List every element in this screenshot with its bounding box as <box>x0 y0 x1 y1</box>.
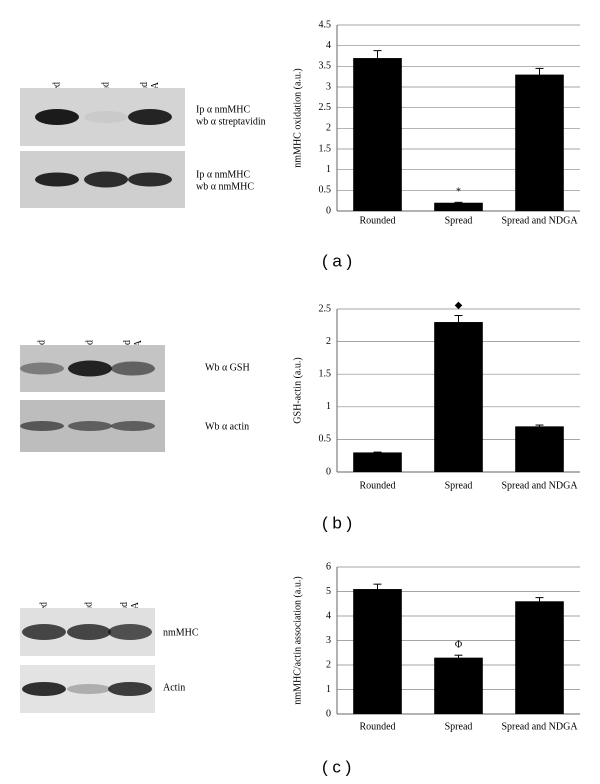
y-tick-label: 0 <box>326 466 331 477</box>
panel-label: ( c ) <box>322 757 351 776</box>
blot-band <box>22 682 66 696</box>
y-tick-label: 0.5 <box>319 434 332 445</box>
bar <box>353 452 402 472</box>
blot-band <box>22 624 66 640</box>
blot-band <box>108 682 152 696</box>
blot-band <box>108 624 152 640</box>
blot-band <box>35 172 79 187</box>
blot-band <box>20 421 64 431</box>
error-bar <box>454 201 463 204</box>
blot-band <box>68 421 112 431</box>
bar <box>515 601 564 714</box>
y-tick-label: 2 <box>326 336 331 347</box>
bar <box>434 202 483 211</box>
y-tick-label: 2 <box>326 123 331 134</box>
blot-band <box>111 421 155 431</box>
x-tick-label: Rounded <box>359 215 395 226</box>
panel-label: ( a ) <box>322 251 352 270</box>
error-bar <box>535 597 544 605</box>
error-bar <box>373 50 382 66</box>
y-tick-label: 5 <box>326 586 331 597</box>
y-tick-label: 1 <box>326 164 331 175</box>
x-tick-label: Rounded <box>359 480 395 491</box>
error-bar <box>373 583 382 594</box>
x-tick-label: Spread <box>445 721 473 732</box>
error-bar <box>535 424 544 428</box>
blot-band <box>67 684 111 694</box>
blot-label: Ip α nmMHC <box>196 104 250 115</box>
x-tick-label: Spread and NDGA <box>501 480 578 491</box>
y-tick-label: 6 <box>326 561 331 572</box>
blot-band <box>20 362 64 375</box>
blot-label: nmMHC <box>163 627 199 638</box>
annotation: Φ <box>455 639 462 650</box>
blot-label: Wb α actin <box>205 421 249 432</box>
x-tick-label: Spread <box>445 215 473 226</box>
y-tick-label: 2 <box>326 659 331 670</box>
bar <box>434 657 483 714</box>
y-tick-label: 1 <box>326 401 331 412</box>
y-tick-label: 2.5 <box>319 102 332 113</box>
y-tick-label: 3 <box>326 635 331 646</box>
y-tick-label: 4 <box>326 610 331 621</box>
error-bar <box>535 67 544 81</box>
annotation: ◆ <box>455 300 463 311</box>
y-tick-label: 0 <box>326 205 331 216</box>
annotation: * <box>456 187 461 198</box>
error-bar <box>454 315 463 329</box>
blot-label: wb α nmMHC <box>196 181 254 192</box>
y-tick-label: 0.5 <box>319 185 332 196</box>
blot-band <box>128 109 172 125</box>
y-axis-label: GSH-actin (a.u.) <box>292 357 303 423</box>
y-tick-label: 3.5 <box>319 61 332 72</box>
x-tick-label: Spread and NDGA <box>501 215 578 226</box>
bar <box>515 74 564 211</box>
blot-label: Ip α nmMHC <box>196 169 250 180</box>
error-bar <box>373 451 382 453</box>
x-tick-label: Rounded <box>359 721 395 732</box>
y-tick-label: 4 <box>326 40 331 51</box>
panel-label: ( b ) <box>322 513 352 532</box>
y-axis-label: nmMHC oxidation (a.u.) <box>292 68 303 167</box>
blot-band <box>128 172 172 187</box>
error-bar <box>454 654 463 661</box>
blot-band <box>84 111 128 123</box>
blot-band <box>67 624 111 640</box>
y-tick-label: 4.5 <box>319 19 332 30</box>
x-tick-label: Spread <box>445 480 473 491</box>
x-tick-label: Spread and NDGA <box>501 721 578 732</box>
blot-band <box>111 361 155 376</box>
bar <box>353 58 402 211</box>
y-axis-label: nmMHC/actin association (a.u.) <box>292 576 303 704</box>
y-tick-label: 1 <box>326 684 331 695</box>
y-tick-label: 2.5 <box>319 303 332 314</box>
y-tick-label: 1.5 <box>319 368 332 379</box>
blot-band <box>68 360 112 377</box>
bar <box>353 589 402 714</box>
bar <box>515 426 564 472</box>
blot-label: wb α streptavidin <box>196 116 266 127</box>
y-tick-label: 1.5 <box>319 143 332 154</box>
blot-band <box>35 109 79 125</box>
y-tick-label: 3 <box>326 81 331 92</box>
blot-band <box>84 171 128 188</box>
y-tick-label: 0 <box>326 708 331 719</box>
blot-label: Wb α GSH <box>205 362 250 373</box>
blot-label: Actin <box>163 682 185 693</box>
bar <box>434 322 483 472</box>
